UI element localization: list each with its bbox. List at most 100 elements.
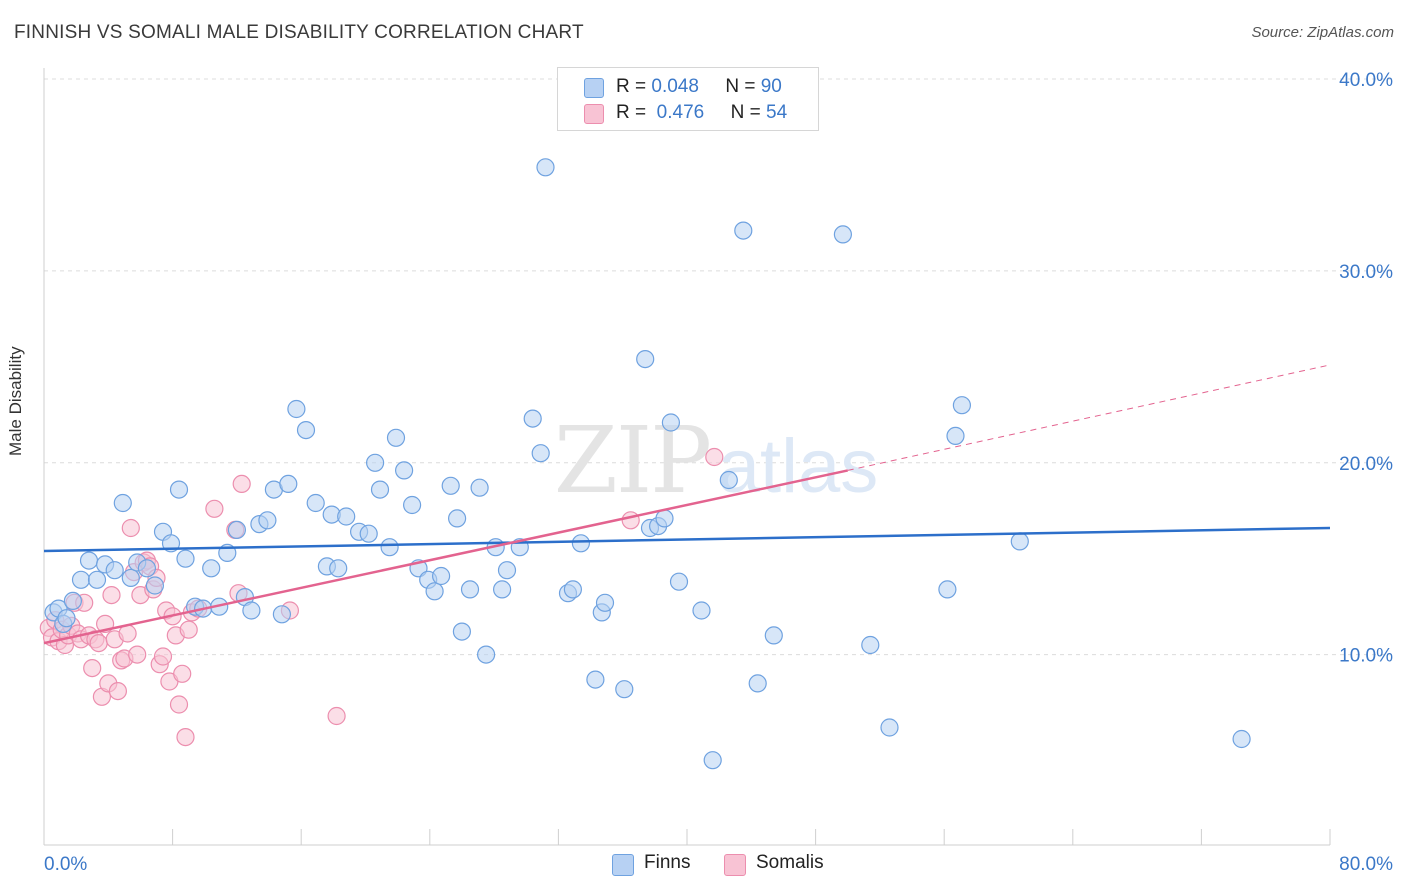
finn-point — [460, 580, 480, 599]
source-label: Source: ZipAtlas.com — [1251, 24, 1394, 41]
finn-point — [452, 622, 471, 641]
legend-swatch-finns — [584, 78, 604, 98]
grid-lines — [44, 78, 1392, 656]
finn-point — [734, 221, 753, 240]
somali-point — [128, 645, 147, 664]
somali-point — [173, 664, 192, 683]
finn-point — [946, 426, 965, 445]
finn-point — [366, 453, 385, 472]
y-axis-label: Male Disability — [6, 346, 25, 456]
finn-point — [952, 396, 972, 415]
finn-point — [531, 444, 550, 463]
somali-point — [205, 499, 224, 518]
somali-point — [121, 518, 140, 538]
legend-n-label: N = — [730, 102, 761, 123]
finn-point — [833, 225, 853, 244]
finn-point — [536, 158, 555, 177]
finn-point — [692, 601, 711, 620]
finn-point — [1232, 729, 1251, 749]
finn-point — [279, 474, 298, 493]
legend-r-label: R = — [616, 76, 647, 97]
somali-point — [621, 511, 640, 530]
somalis-trend-line — [43, 469, 849, 645]
finn-point — [661, 413, 681, 432]
finn-point — [586, 670, 605, 689]
finn-point — [571, 534, 591, 553]
legend-n-value: 90 — [760, 76, 782, 97]
finn-point — [287, 399, 306, 419]
finn-point — [202, 559, 221, 578]
finn-point — [137, 559, 156, 578]
somali-point — [232, 474, 251, 493]
finns-trend-line — [43, 526, 1331, 553]
finn-point — [258, 511, 277, 530]
finn-point — [595, 593, 615, 612]
finn-point — [329, 559, 348, 578]
somali-point — [176, 727, 195, 747]
finn-point — [470, 478, 489, 497]
finn-point — [938, 580, 957, 599]
finn-point — [497, 561, 517, 580]
finn-point — [403, 495, 422, 515]
axes — [43, 68, 1331, 846]
y-tick-label: 10.0% — [1339, 646, 1393, 667]
y-tick-label: 20.0% — [1339, 454, 1393, 475]
tick-labels: 10.0% 20.0% 30.0% 40.0% 0.0% 80.0% — [44, 70, 1393, 875]
finn-point — [432, 566, 451, 586]
finn-point — [880, 718, 899, 737]
finn-point — [1010, 532, 1029, 551]
legend-r-label: R = — [616, 102, 647, 123]
finn-point — [861, 635, 880, 655]
y-tick-label: 40.0% — [1339, 70, 1393, 91]
finn-point — [448, 509, 467, 528]
finn-point — [71, 570, 91, 589]
finn-point — [441, 476, 460, 495]
somalis-trend-extension — [847, 364, 1331, 471]
watermark-atlas: atlas — [718, 424, 879, 509]
finn-point — [719, 470, 738, 490]
x-tick-label-max: 80.0% — [1339, 854, 1393, 875]
finn-point — [764, 626, 783, 645]
finn-point — [306, 493, 325, 513]
finn-point — [272, 605, 291, 624]
finn-point — [493, 580, 512, 599]
finn-point — [63, 591, 83, 611]
somali-point — [327, 706, 346, 726]
legend-r-value: 0.476 — [656, 102, 705, 123]
somali-point — [89, 633, 108, 653]
finn-point — [121, 568, 140, 588]
bottom-legend-label-somalis: Somalis — [756, 852, 824, 873]
legend-n-value: 54 — [766, 102, 788, 123]
bottom-legend-label-finns: Finns — [644, 852, 691, 873]
finn-point — [57, 609, 76, 628]
finn-point — [169, 480, 189, 499]
finn-point — [370, 480, 390, 499]
somali-point — [108, 681, 128, 701]
finn-point — [359, 524, 378, 543]
finn-point — [380, 538, 399, 557]
finn-point — [337, 507, 356, 526]
finn-point — [615, 680, 634, 699]
bottom-legend-swatch-somalis — [724, 854, 746, 876]
finn-point — [176, 549, 195, 568]
finn-point — [242, 601, 261, 620]
bottom-legend-swatch-finns — [612, 854, 634, 876]
legend-n-label: N = — [725, 76, 756, 97]
finn-point — [395, 461, 414, 480]
watermark: ZIP atlas — [554, 407, 878, 514]
legend: R = 0.048 N = 90 R = 0.476 N = 54 — [557, 67, 819, 131]
somali-point — [102, 585, 121, 605]
chart-title: FINNISH VS SOMALI MALE DISABILITY CORREL… — [14, 22, 584, 43]
finn-point — [105, 561, 124, 580]
finn-point — [703, 751, 722, 770]
finn-point — [669, 572, 689, 591]
finn-point — [523, 409, 542, 428]
somali-point — [153, 647, 173, 666]
finn-point — [113, 493, 132, 513]
watermark-zip: ZIP — [554, 407, 710, 514]
somali-point — [169, 695, 189, 714]
finn-point — [477, 645, 496, 664]
trend-lines — [43, 364, 1331, 645]
somali-point — [179, 620, 198, 639]
